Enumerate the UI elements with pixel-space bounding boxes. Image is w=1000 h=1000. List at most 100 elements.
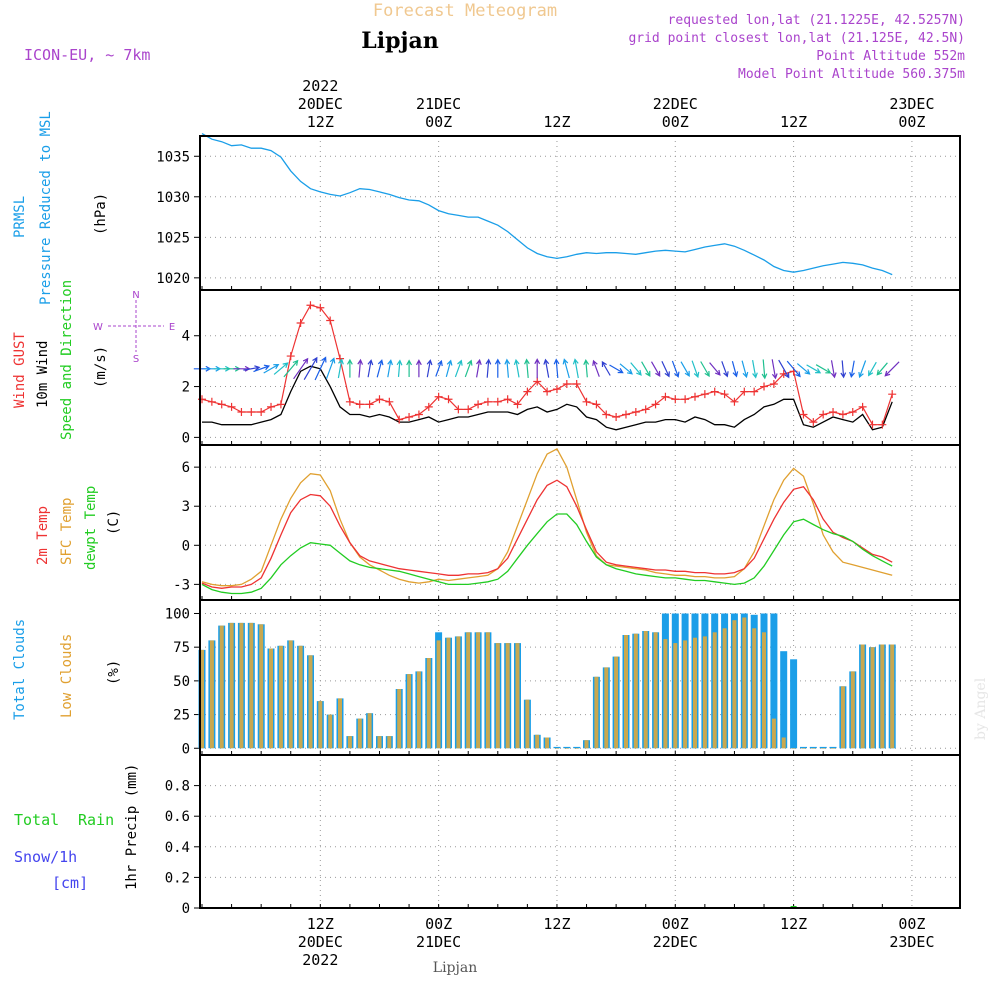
wind-direction-arrow xyxy=(671,360,680,378)
wind-direction-arrow xyxy=(583,358,590,378)
wind-gust-marker xyxy=(552,385,561,394)
footer-location: Lipjan xyxy=(433,960,477,976)
wind-gust-marker xyxy=(720,390,729,399)
time-tick-label: 2022 xyxy=(302,77,338,95)
low-cloud-bar xyxy=(446,637,451,749)
wind-gust-marker xyxy=(483,397,492,406)
low-cloud-bar xyxy=(416,671,421,749)
temp-2m-line xyxy=(201,479,893,589)
temp-frame xyxy=(199,444,961,601)
wind-direction-arrow xyxy=(504,358,511,378)
wind-labels: Wind GUST 10m Wind Speed and Direction (… xyxy=(12,280,175,440)
time-tick-label: 20DEC xyxy=(298,95,343,113)
low-cloud-bar xyxy=(219,625,224,749)
wind-direction-arrow xyxy=(357,358,364,378)
low-cloud-bar xyxy=(673,643,678,749)
wind-direction-arrow xyxy=(243,365,261,371)
wind-gust-marker xyxy=(434,392,443,401)
low-cloud-bar xyxy=(476,632,481,749)
pressure-msl-label: Pressure Reduced to MSL xyxy=(38,111,54,305)
wind-direction-arrow xyxy=(858,360,867,379)
wind-gust-marker xyxy=(612,413,621,422)
wind-gust-marker xyxy=(829,407,838,416)
wind-gust-marker xyxy=(296,319,305,328)
low-cloud-bar xyxy=(840,686,845,749)
time-tick-label: 21DEC xyxy=(416,933,461,951)
total-label: Total xyxy=(14,811,59,829)
low-cloud-bar xyxy=(771,718,776,749)
pressure-ytick-label: 1030 xyxy=(156,190,190,206)
wind-direction-arrow xyxy=(721,361,729,378)
low-cloud-bar xyxy=(614,656,619,749)
wind-direction-arrow xyxy=(840,360,847,379)
wind-gust-marker xyxy=(641,405,650,414)
wind-direction-arrow xyxy=(303,356,318,381)
low-cloud-bar xyxy=(663,639,668,749)
wind-gust-marker xyxy=(730,397,739,406)
time-tick-label: 12Z xyxy=(543,915,570,933)
pressure-ytick-label: 1035 xyxy=(156,149,190,165)
wind-direction-arrow xyxy=(680,361,690,377)
low-cloud-bar xyxy=(693,637,697,749)
temp-labels: 2m Temp SFC Temp dewpt Temp (C) xyxy=(35,486,122,570)
wind-direction-arrow xyxy=(454,359,463,378)
wind-gust-marker xyxy=(878,420,887,429)
low-cloud-bar xyxy=(347,736,352,749)
low-cloud-bar xyxy=(278,645,283,749)
prmsl-label: PRMSL xyxy=(12,196,28,238)
low-cloud-bar xyxy=(555,748,559,749)
percent-unit: (%) xyxy=(106,660,122,685)
wind-direction-arrow xyxy=(273,362,289,375)
low-cloud-bar xyxy=(594,676,599,749)
low-cloud-bar xyxy=(732,620,737,749)
low-cloud-bar xyxy=(653,632,658,749)
low-cloud-bar xyxy=(870,647,875,749)
low-cloud-bar xyxy=(495,643,500,749)
wind-direction-arrow xyxy=(513,358,520,378)
wind-gust-marker xyxy=(444,395,453,404)
wind-gust-marker xyxy=(760,382,769,391)
time-tick-label: 12Z xyxy=(307,915,334,933)
wind-direction-arrow xyxy=(731,361,739,378)
temp-2m-label: 2m Temp xyxy=(35,506,51,565)
wind-gust-marker xyxy=(267,402,276,411)
dewpt-temp-label: dewpt Temp xyxy=(83,486,99,570)
wind-gust-marker xyxy=(227,402,236,411)
low-cloud-bar xyxy=(407,674,412,749)
model-point-altitude: Model Point Altitude 560.375m xyxy=(738,67,965,82)
cloud-panel: 0 25 50 75 100 xyxy=(165,599,961,757)
low-cloud-bar xyxy=(821,748,826,749)
time-tick-label: 00Z xyxy=(898,113,925,131)
time-tick-label: 12Z xyxy=(307,113,334,131)
total-cloud-bar xyxy=(809,746,817,749)
cloud-ytick-label: 50 xyxy=(173,674,190,690)
time-tick-label: 12Z xyxy=(780,915,807,933)
wind-direction-arrow xyxy=(426,359,433,378)
wind-direction-arrow xyxy=(376,359,384,378)
low-cloud-bar xyxy=(545,737,550,749)
wind-gust-marker xyxy=(750,387,759,396)
wind-gust-marker xyxy=(799,410,808,419)
wind-direction-arrow xyxy=(709,362,721,376)
sfc-temp-line xyxy=(201,448,893,587)
low-cloud-bar xyxy=(535,734,540,749)
wind-gust-marker xyxy=(809,418,818,427)
wind-direction-arrow xyxy=(445,359,453,378)
wind-direction-arrow xyxy=(543,358,550,378)
cloud-ytick-label: 100 xyxy=(165,606,190,622)
low-cloud-bar xyxy=(643,631,648,749)
wind-gust-marker xyxy=(474,400,483,409)
wind-gust-marker xyxy=(523,387,532,396)
low-cloud-bar xyxy=(702,636,707,749)
wind-gust-marker xyxy=(543,387,552,396)
wind-direction-arrow xyxy=(630,362,642,376)
low-cloud-bar xyxy=(298,645,303,749)
c-unit: (C) xyxy=(106,510,122,535)
prmsl-line xyxy=(201,133,893,276)
wind-gust-marker xyxy=(513,400,522,409)
credit-watermark: by Angel xyxy=(973,677,989,740)
wind-ytick-label: 0 xyxy=(182,430,190,446)
time-tick-label: 20DEC xyxy=(298,933,343,951)
cloud-ytick-label: 25 xyxy=(173,708,190,724)
